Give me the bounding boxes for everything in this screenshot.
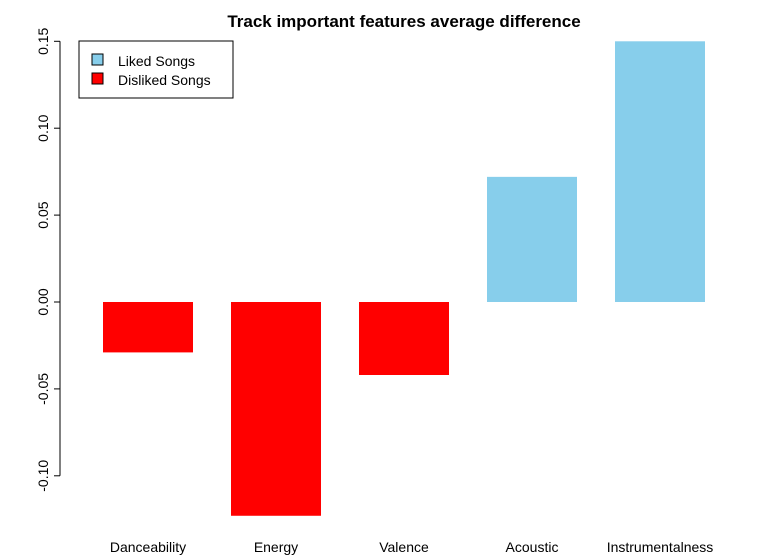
x-axis-labels: Danceability Energy Valence Acoustic Instrum…	[110, 539, 713, 555]
chart-title: Track important features average differe…	[227, 12, 580, 31]
bar-energy	[231, 302, 321, 516]
bar-instrumentalness	[615, 41, 705, 303]
x-tick-label: Energy	[254, 539, 298, 555]
x-tick-label: Valence	[379, 539, 429, 555]
bar-acoustic	[487, 176, 577, 302]
bar-valence	[359, 302, 449, 375]
legend-box	[78, 40, 234, 99]
y-tick-label: -0.10	[35, 460, 51, 492]
y-tick-label: 0.00	[35, 288, 51, 315]
legend-swatch-liked	[91, 53, 104, 66]
y-tick-label: -0.05	[35, 373, 51, 405]
y-axis: -0.10 -0.05 0.00 0.05 0.10 0.15	[35, 27, 61, 492]
x-tick-label: Danceability	[110, 539, 186, 555]
y-tick-label: 0.05	[35, 201, 51, 228]
bar-danceability	[103, 302, 193, 353]
bars	[103, 41, 705, 516]
y-tick-label: 0.15	[35, 27, 51, 54]
x-tick-label: Instrumentalness	[607, 539, 714, 555]
y-tick-label: 0.10	[35, 114, 51, 141]
x-tick-label: Acoustic	[506, 539, 559, 555]
legend-label-disliked: Disliked Songs	[118, 72, 211, 88]
legend-swatch-disliked	[91, 72, 104, 85]
legend: Liked Songs Disliked Songs	[78, 40, 234, 99]
legend-label-liked: Liked Songs	[118, 53, 195, 69]
